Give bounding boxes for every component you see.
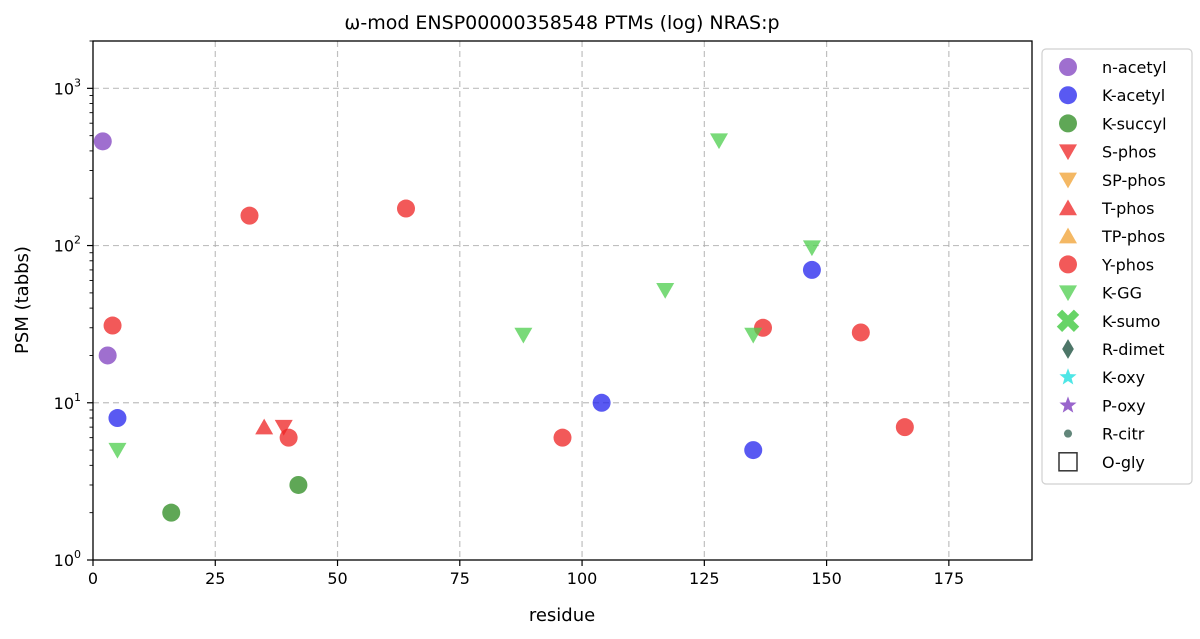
legend-label: Y-phos [1101,255,1154,274]
legend-item: R-citr [1063,425,1145,444]
x-tick-label: 175 [934,569,965,588]
legend-label: K-succyl [1102,114,1167,133]
legend-label: K-oxy [1102,368,1145,387]
legend-item: n-acetyl [1059,58,1167,77]
data-point [162,503,181,522]
legend-label: K-GG [1102,284,1142,303]
data-point [514,327,533,344]
data-point [802,260,821,279]
legend-item: T-phos [1059,199,1155,218]
legend-item: O-gly [1058,452,1145,472]
x-tick-label: 150 [811,569,842,588]
x-tick-label: 25 [205,569,225,588]
legend-label: R-dimet [1102,340,1165,359]
x-tick-label: 100 [567,569,598,588]
legend-label: K-sumo [1102,312,1160,331]
legend-label: T-phos [1101,199,1155,218]
legend-marker [1059,86,1077,105]
legend-item: S-phos [1059,143,1156,162]
data-point [802,240,821,257]
data-point [656,283,675,299]
legend-item: SP-phos [1059,171,1166,190]
legend-item: K-oxy [1059,368,1145,387]
legend-item: Y-phos [1059,255,1154,274]
legend-label: SP-phos [1102,171,1166,190]
x-tick-label: 0 [88,569,98,588]
legend-box [1041,48,1193,485]
legend: n-acetyl K-acetyl K-succyl S-phos SP-phos T-p… [1041,48,1193,485]
legend-marker [1059,172,1077,189]
legend-label: TP-phos [1101,227,1165,246]
data-point [240,206,259,225]
data-point [255,418,274,435]
y-tick-label: 101 [54,391,81,413]
legend-marker [1059,114,1077,133]
legend-item: P-oxy [1059,396,1146,415]
plot-frame [92,40,1033,561]
y-axis-label: PSM (tabbs) [12,246,33,354]
legend-marker [1059,396,1077,413]
x-axis-label: residue [529,605,595,626]
data-point [98,346,117,365]
legend-marker [1062,339,1074,359]
legend-item: TP-phos [1059,227,1165,246]
legend-item: K-acetyl [1059,86,1165,105]
data-point [397,199,415,218]
legend-label: P-oxy [1102,396,1146,415]
y-tick-label: 102 [54,234,81,256]
legend-item: K-sumo [1056,309,1160,333]
data-point [103,316,122,335]
axes: 0 25 50 75 100 125 150 175 100 101 102 103 [54,40,965,588]
data-point [279,428,298,447]
legend-marker [1058,452,1078,472]
legend-marker [1059,58,1077,76]
y-tick-label: 100 [54,548,81,570]
y-tick-label: 103 [54,76,81,98]
legend-marker [1059,285,1077,302]
legend-label: O-gly [1102,453,1145,472]
legend-marker [1059,227,1077,244]
data-points [93,132,914,522]
legend-label: n-acetyl [1102,58,1167,77]
x-tick-label: 125 [689,569,720,588]
x-tick-label: 75 [450,569,470,588]
data-point [744,441,763,460]
data-point [93,132,112,151]
data-point [895,418,914,437]
legend-marker [1059,255,1077,274]
legend-marker [1059,199,1077,216]
legend-marker [1063,429,1073,438]
data-point [744,327,763,344]
legend-label: R-citr [1102,425,1145,444]
legend-label: S-phos [1102,143,1156,162]
legend-item: R-dimet [1062,339,1165,359]
data-point [592,393,611,412]
legend-item: K-GG [1059,284,1142,303]
legend-marker [1059,368,1077,385]
legend-label: K-acetyl [1102,86,1165,105]
data-point [710,133,728,150]
data-point [289,475,308,494]
data-point [108,442,127,459]
legend-marker [1059,144,1077,161]
legend-item: K-succyl [1059,114,1167,133]
legend-marker [1056,309,1080,333]
data-point [851,323,870,342]
data-point [553,428,572,447]
data-point [274,419,293,436]
x-tick-label: 50 [327,569,347,588]
chart-title: ω-mod ENSP00000358548 PTMs (log) NRAS:p [344,12,779,34]
gridlines [93,41,1032,560]
data-point [108,409,127,428]
